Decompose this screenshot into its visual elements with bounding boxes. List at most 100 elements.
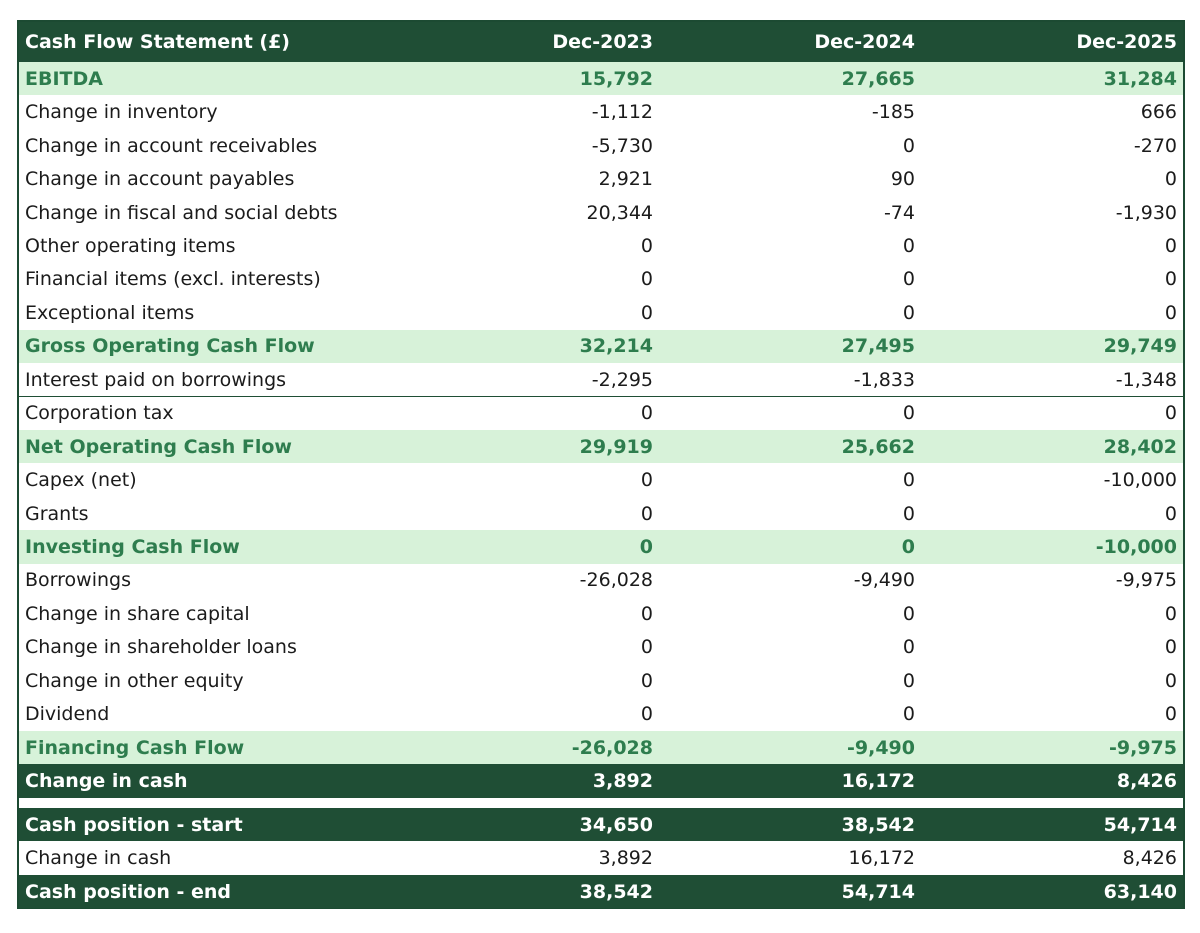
row-label: Gross Operating Cash Flow <box>25 335 315 358</box>
table-row: Gross Operating Cash Flow 32,214 27,495 29,… <box>19 329 1183 364</box>
row-label: Grants <box>25 502 89 525</box>
cell-dec-2024: -9,490 <box>847 736 915 759</box>
cell-dec-2023: 0 <box>639 536 653 559</box>
row-label: EBITDA <box>25 67 103 90</box>
cell-dec-2023: 0 <box>640 301 653 324</box>
cell-dec-2024: 25,662 <box>841 435 915 458</box>
cell-dec-2025: 0 <box>1164 402 1177 425</box>
cell-dec-2024: 0 <box>902 602 915 625</box>
table-row: Other operating items 0 0 0 <box>19 229 1183 263</box>
cell-dec-2025: -9,975 <box>1115 569 1177 592</box>
row-label: Change in account payables <box>25 168 295 191</box>
cell-dec-2023: -26,028 <box>579 569 653 592</box>
cell-dec-2023: 0 <box>640 636 653 659</box>
cell-dec-2023: 0 <box>640 703 653 726</box>
cell-dec-2025: -1,930 <box>1115 201 1177 224</box>
table-row: Financing Cash Flow -26,028 -9,490 -9,975 <box>19 731 1183 765</box>
cell-dec-2023: 29,919 <box>579 435 653 458</box>
table-row: Change in shareholder loans 0 0 0 <box>19 630 1183 665</box>
table-row: Corporation tax 0 0 0 <box>19 396 1183 430</box>
cell-dec-2025: 0 <box>1164 234 1177 257</box>
cell-dec-2025: 0 <box>1164 669 1177 692</box>
cell-dec-2024: -1,833 <box>853 368 915 391</box>
cash-position-row: Cash position - end 38,542 54,714 63,140 <box>19 874 1183 909</box>
table-row: Change in account receivables -5,730 0 -270 <box>19 128 1183 163</box>
row-label: Change in share capital <box>25 602 250 625</box>
row-label: Change in cash <box>25 770 188 793</box>
header-title: Cash Flow Statement (£) <box>25 31 290 53</box>
cash-flow-table-body: Cash Flow Statement (£) Dec-2023 Dec-202… <box>19 22 1183 909</box>
cell-dec-2024: 38,542 <box>841 813 915 836</box>
cell-dec-2023: 15,792 <box>579 67 653 90</box>
cell-dec-2024: 0 <box>902 669 915 692</box>
cell-dec-2023: 0 <box>640 469 653 492</box>
row-label: Borrowings <box>25 569 131 592</box>
row-label: Other operating items <box>25 234 236 257</box>
cell-dec-2025: 63,140 <box>1103 880 1177 903</box>
cell-dec-2024: 27,495 <box>841 335 915 358</box>
table-row: Change in cash 3,892 16,172 8,426 <box>19 764 1183 798</box>
cell-dec-2025: 0 <box>1164 502 1177 525</box>
cell-dec-2025: 0 <box>1164 636 1177 659</box>
row-label: Change in cash <box>25 847 172 870</box>
cell-dec-2024: 0 <box>902 301 915 324</box>
table-row: EBITDA 15,792 27,665 31,284 <box>19 62 1183 96</box>
cell-dec-2025: 0 <box>1164 301 1177 324</box>
row-label: Financial items (excl. interests) <box>25 268 321 291</box>
cell-dec-2025: 0 <box>1164 268 1177 291</box>
cell-dec-2023: -2,295 <box>591 368 653 391</box>
cell-dec-2024: 0 <box>902 268 915 291</box>
cell-dec-2024: 0 <box>902 703 915 726</box>
table-row: Change in inventory -1,112 -185 666 <box>19 95 1183 129</box>
cell-dec-2024: -9,490 <box>853 569 915 592</box>
cell-dec-2023: -26,028 <box>571 736 653 759</box>
cell-dec-2023: 3,892 <box>592 770 653 793</box>
table-row: Change in account payables 2,921 90 0 <box>19 162 1183 196</box>
table-row: Change in other equity 0 0 0 <box>19 664 1183 698</box>
row-label: Change in inventory <box>25 101 218 124</box>
cell-dec-2024: -74 <box>883 201 915 224</box>
cell-dec-2025: 54,714 <box>1103 813 1177 836</box>
table-row: Dividend 0 0 0 <box>19 697 1183 731</box>
cell-dec-2024: 16,172 <box>848 847 915 870</box>
row-label: Change in shareholder loans <box>25 636 297 659</box>
row-label: Change in account receivables <box>25 134 318 157</box>
table-row: Financial items (excl. interests) 0 0 0 <box>19 262 1183 297</box>
row-label: Interest paid on borrowings <box>25 368 287 391</box>
cell-dec-2025: 0 <box>1164 602 1177 625</box>
row-label: Investing Cash Flow <box>25 536 240 559</box>
cell-dec-2025: 31,284 <box>1103 67 1177 90</box>
section-divider <box>19 797 1183 808</box>
table-row: Capex (net) 0 0 -10,000 <box>19 463 1183 497</box>
cell-dec-2025: 0 <box>1164 168 1177 191</box>
table-row: Change in fiscal and social debts 20,344 -… <box>19 195 1183 230</box>
header-col-dec-2023: Dec-2023 <box>552 31 653 53</box>
cell-dec-2025: -9,975 <box>1109 736 1177 759</box>
cell-dec-2025: -10,000 <box>1103 469 1177 492</box>
table-row: Borrowings -26,028 -9,490 -9,975 <box>19 563 1183 598</box>
row-label: Change in fiscal and social debts <box>25 201 338 224</box>
row-label: Capex (net) <box>25 469 137 492</box>
header-col-dec-2024: Dec-2024 <box>814 31 915 53</box>
table-row: Grants 0 0 0 <box>19 496 1183 531</box>
cell-dec-2024: -185 <box>871 101 915 124</box>
cell-dec-2023: 0 <box>640 234 653 257</box>
cash-position-row: Change in cash 3,892 16,172 8,426 <box>19 841 1183 875</box>
row-label: Dividend <box>25 703 110 726</box>
cell-dec-2023: 20,344 <box>586 201 653 224</box>
row-label: Cash position - end <box>25 880 231 903</box>
cell-dec-2025: 8,426 <box>1116 770 1177 793</box>
cell-dec-2024: 0 <box>902 402 915 425</box>
cell-dec-2024: 0 <box>902 469 915 492</box>
cell-dec-2024: 54,714 <box>841 880 915 903</box>
cell-dec-2023: 34,650 <box>579 813 653 836</box>
cell-dec-2025: 8,426 <box>1122 847 1177 870</box>
table-header-row: Cash Flow Statement (£) Dec-2023 Dec-202… <box>19 22 1183 62</box>
cell-dec-2025: -270 <box>1133 134 1177 157</box>
cell-dec-2025: -1,348 <box>1115 368 1177 391</box>
cell-dec-2023: 2,921 <box>598 168 653 191</box>
cell-dec-2025: -10,000 <box>1095 536 1177 559</box>
cell-dec-2023: -1,112 <box>591 101 653 124</box>
cell-dec-2024: 0 <box>902 636 915 659</box>
table-row: Change in share capital 0 0 0 <box>19 597 1183 631</box>
